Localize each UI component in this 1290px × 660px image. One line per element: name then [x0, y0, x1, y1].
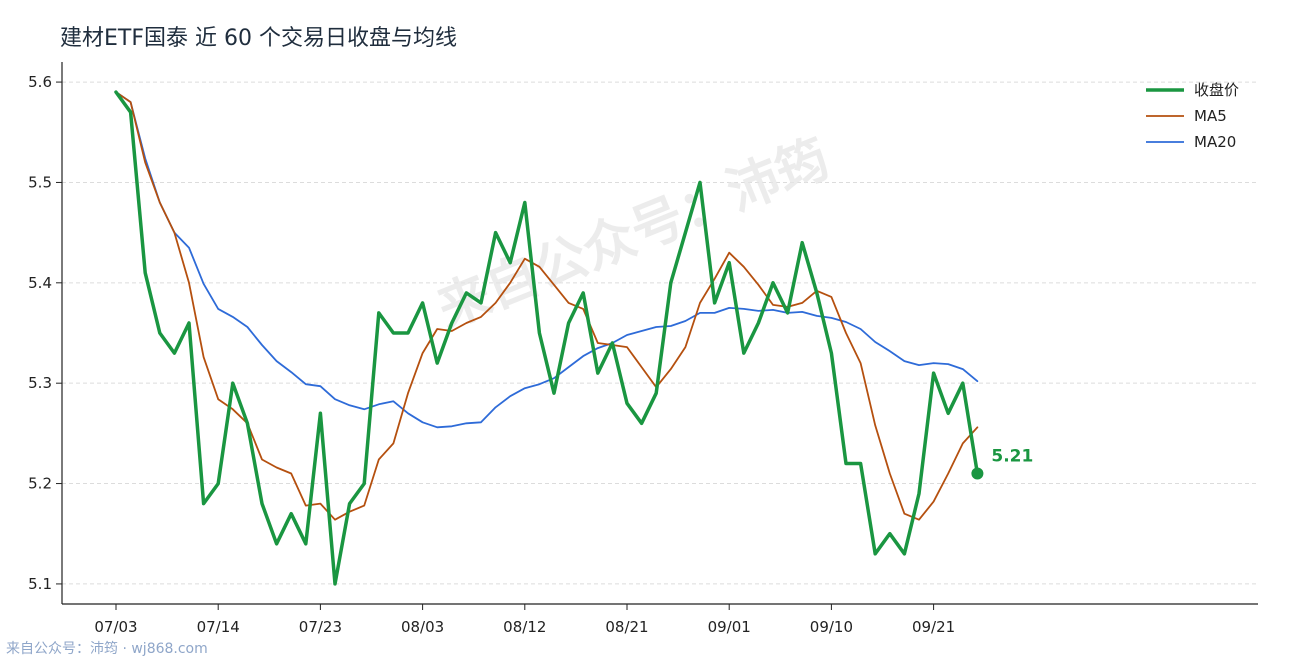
- axes-layer: 5.1 5.2 5.3 5.4 5.5 5.6 07/03 07/14 07/23 08/03 08…: [28, 62, 1258, 636]
- y-tick-label: 5.1: [28, 575, 52, 593]
- y-tick-label: 5.5: [28, 173, 52, 191]
- y-tick-label: 5.3: [28, 374, 52, 392]
- x-tick-label: 08/21: [605, 618, 648, 636]
- y-tick-label: 5.6: [28, 73, 52, 91]
- series-line-MA20: [115, 91, 979, 429]
- series-line-MA5: [115, 91, 979, 521]
- x-tick-label: 07/14: [197, 618, 240, 636]
- footer-source: 来自公众号：沛筠 · wj868.com: [6, 641, 208, 657]
- chart-title: 建材ETF国泰 近 60 个交易日收盘与均线: [60, 26, 457, 51]
- x-tick-label: 09/21: [912, 618, 955, 636]
- last-value-label: 5.21: [991, 447, 1033, 467]
- series-layer: 5.21: [114, 90, 1033, 586]
- legend-label-MA5: MA5: [1194, 107, 1227, 125]
- x-tick-label: 08/03: [401, 618, 444, 636]
- series-line-收盘价: [114, 90, 980, 586]
- legend: 收盘价 MA5 MA20: [1146, 81, 1239, 151]
- x-tick-label: 07/03: [94, 618, 137, 636]
- grid-layer: [62, 81, 1258, 585]
- x-tick-label: 07/23: [299, 618, 342, 636]
- legend-label-收盘价: 收盘价: [1194, 81, 1239, 99]
- y-tick-label: 5.2: [28, 475, 52, 493]
- legend-label-MA20: MA20: [1194, 133, 1236, 151]
- x-tick-label: 09/10: [810, 618, 853, 636]
- x-tick-label: 09/01: [708, 618, 751, 636]
- last-point-marker: [971, 467, 984, 480]
- y-tick-label: 5.4: [28, 274, 52, 292]
- x-tick-label: 08/12: [503, 618, 546, 636]
